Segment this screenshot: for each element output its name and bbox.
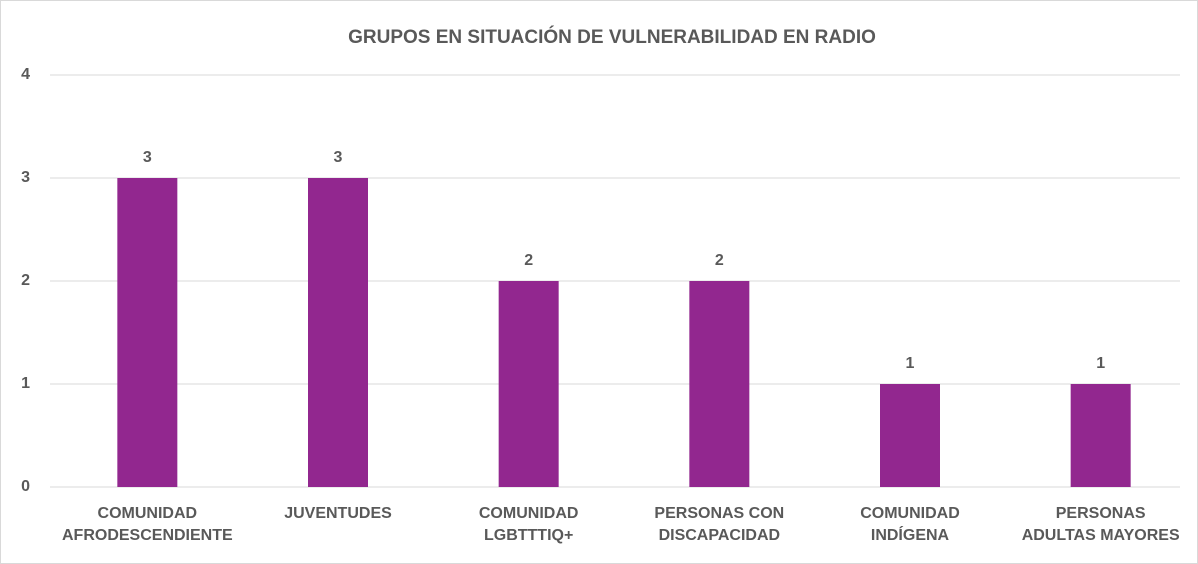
bar — [117, 178, 178, 487]
y-tick-label: 4 — [21, 66, 30, 83]
data-label: 1 — [1096, 355, 1105, 372]
bar — [689, 281, 750, 487]
bar — [498, 281, 559, 487]
x-tick-label: COMUNIDAD LGBTTTIQ+ — [478, 505, 579, 544]
y-tick-label: 2 — [21, 272, 30, 289]
chart-title: GRUPOS EN SITUACIÓN DE VULNERABILIDAD EN… — [348, 26, 876, 48]
bar — [308, 178, 368, 487]
data-label: 2 — [524, 252, 533, 269]
data-label: 1 — [906, 355, 915, 372]
x-tick-label: PERSONAS ADULTAS MAYORES — [1021, 505, 1180, 544]
x-tick-label: COMUNIDAD INDÍGENA — [860, 505, 960, 544]
x-tick-label: PERSONAS CON DISCAPACIDAD — [654, 505, 785, 544]
data-label: 2 — [715, 252, 724, 269]
bar — [880, 384, 940, 487]
data-label: 3 — [143, 149, 152, 166]
y-tick-label: 0 — [21, 478, 30, 495]
x-tick-label: COMUNIDAD AFRODESCENDIENTE — [61, 505, 233, 544]
y-tick-label: 3 — [21, 169, 30, 186]
bar — [1070, 384, 1131, 487]
data-label: 3 — [334, 149, 343, 166]
y-tick-label: 1 — [21, 375, 30, 392]
x-tick-label: JUVENTUDES — [284, 505, 392, 522]
